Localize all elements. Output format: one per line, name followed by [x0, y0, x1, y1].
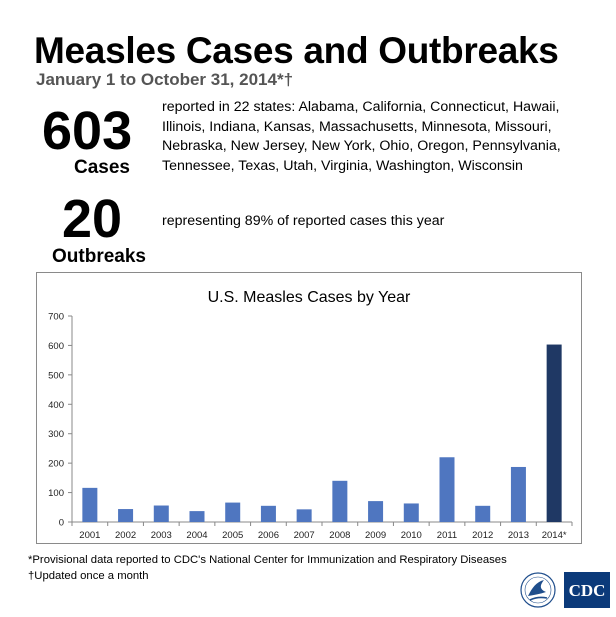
chart-frame	[36, 272, 582, 544]
x-tick-label: 2002	[115, 530, 136, 541]
bar-2004	[189, 511, 205, 522]
bar-2008	[332, 480, 348, 522]
x-tick-label: 2004	[186, 530, 207, 541]
logos: CDC	[514, 568, 612, 612]
bar-2013	[510, 466, 526, 522]
y-tick-label: 300	[48, 429, 64, 440]
outbreaks-number: 20	[62, 189, 123, 249]
chart-title: U.S. Measles Cases by Year	[208, 289, 411, 306]
bar-2005	[225, 502, 241, 522]
footnote-provisional: *Provisional data reported to CDC's Nati…	[28, 554, 507, 566]
bar-2006	[260, 505, 276, 522]
chart-bars	[82, 344, 562, 522]
x-tick-label: 2010	[401, 530, 422, 541]
y-tick-label: 200	[48, 459, 64, 470]
outbreaks-label: Outbreaks	[52, 246, 146, 267]
bar-2014*	[546, 344, 562, 522]
y-tick-label: 700	[48, 312, 64, 323]
chart-x-tick-labels: 2001 2002 2003 2004 2005 2006 2007 2008 2009 2010…	[79, 530, 567, 541]
y-tick-label: 0	[59, 518, 64, 529]
page-title: Measles Cases and Outbreaks	[34, 30, 559, 71]
cdc-logo-icon: CDC	[564, 572, 610, 608]
cases-description: reported in 22 states: Alabama, Californ…	[162, 99, 561, 174]
y-tick-label: 500	[48, 370, 64, 381]
bar-2001	[82, 487, 98, 522]
cdc-logo-text: CDC	[569, 581, 606, 600]
bar-2003	[153, 505, 169, 522]
outbreaks-description: representing 89% of reported cases this …	[162, 213, 445, 229]
y-tick-label: 600	[48, 341, 64, 352]
x-tick-label: 2006	[258, 530, 279, 541]
cases-number: 603	[42, 101, 133, 161]
x-tick-label: 2013	[508, 530, 529, 541]
x-tick-label: 2008	[329, 530, 350, 541]
x-tick-label: 2012	[472, 530, 493, 541]
cases-label: Cases	[74, 157, 130, 178]
bar-2007	[296, 509, 312, 522]
page-subtitle: January 1 to October 31, 2014*†	[36, 70, 294, 89]
measles-cases-chart: U.S. Measles Cases by Year 0 100 200 300 400…	[48, 289, 573, 541]
x-tick-label: 2005	[222, 530, 243, 541]
footnote-updated: †Updated once a month	[28, 570, 149, 582]
bar-2012	[475, 505, 491, 522]
bar-2009	[368, 501, 384, 522]
chart-axes	[68, 315, 573, 526]
bar-2010	[403, 503, 419, 522]
bar-2002	[118, 509, 134, 522]
hhs-eagle-seal-icon	[520, 572, 556, 608]
x-tick-label: 2009	[365, 530, 386, 541]
x-tick-label: 2007	[294, 530, 315, 541]
chart-y-tick-labels: 0 100 200 300 400 500 600 700	[48, 312, 64, 529]
y-tick-label: 400	[48, 400, 64, 411]
x-tick-label: 2003	[151, 530, 172, 541]
bar-2011	[439, 457, 455, 522]
y-tick-label: 100	[48, 488, 64, 499]
x-tick-label: 2001	[79, 530, 100, 541]
x-tick-label: 2014*	[542, 530, 567, 541]
x-tick-label: 2011	[437, 530, 457, 541]
